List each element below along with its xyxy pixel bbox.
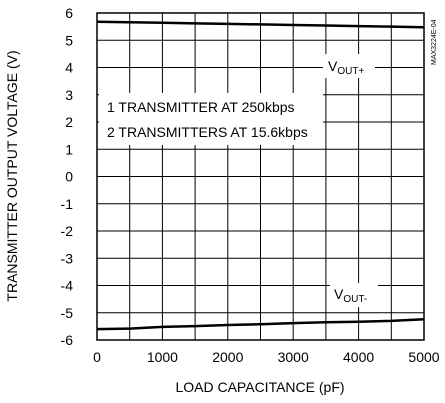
x-tick-label: 0 bbox=[93, 349, 101, 365]
x-tick-label: 1000 bbox=[147, 349, 178, 365]
annotation-line-2: 2 TRANSMITTERS AT 15.6kbps bbox=[107, 124, 308, 140]
x-tick-label: 4000 bbox=[343, 349, 374, 365]
y-tick-label: 1 bbox=[65, 141, 73, 157]
y-tick-label: 3 bbox=[65, 87, 73, 103]
y-tick-label: 4 bbox=[65, 60, 73, 76]
y-tick-label: -2 bbox=[61, 223, 74, 239]
y-tick-label: 6 bbox=[65, 5, 73, 21]
y-tick-label: -6 bbox=[61, 332, 74, 348]
vout-plus-label-text: VOUT+ bbox=[328, 58, 364, 77]
series-lines bbox=[96, 20, 425, 331]
watermark: MAX3224E-04 bbox=[431, 19, 438, 65]
vout-plus-label: VOUT+ bbox=[323, 54, 375, 78]
y-tick-labels: 6 5 4 3 2 1 0 -1 -2 -3 -4 -5 -6 bbox=[61, 5, 74, 348]
y-tick-label: -5 bbox=[61, 305, 74, 321]
x-tick-label: 3000 bbox=[278, 349, 309, 365]
y-tick-label: -4 bbox=[61, 278, 74, 294]
x-tick-label: 2000 bbox=[212, 349, 243, 365]
series-line-vout-plus bbox=[96, 20, 425, 29]
annotation-box: 1 TRANSMITTER AT 250kbps 2 TRANSMITTERS … bbox=[99, 93, 323, 145]
x-tick-label: 5000 bbox=[408, 349, 439, 365]
vout-plus-label-background bbox=[323, 54, 375, 78]
vout-minus-label: VOUT- bbox=[330, 283, 378, 307]
x-tick-labels: 0 1000 2000 3000 4000 5000 bbox=[93, 349, 440, 365]
y-tick-label: 0 bbox=[65, 169, 73, 185]
y-axis-title: TRANSMITTER OUTPUT VOLTAGE (V) bbox=[4, 50, 20, 301]
x-axis-title: LOAD CAPACITANCE (pF) bbox=[175, 379, 344, 395]
annotation-background bbox=[99, 93, 323, 145]
y-tick-label: 2 bbox=[65, 114, 73, 130]
annotation-line-1: 1 TRANSMITTER AT 250kbps bbox=[107, 99, 295, 115]
vout-minus-label-text: VOUT- bbox=[334, 286, 367, 305]
y-tick-label: -3 bbox=[61, 250, 74, 266]
y-tick-label: -1 bbox=[61, 196, 74, 212]
vout-minus-label-background bbox=[330, 283, 378, 307]
series-line-vout-minus bbox=[96, 318, 425, 331]
y-tick-label: 5 bbox=[65, 32, 73, 48]
plot-frame bbox=[96, 12, 425, 341]
